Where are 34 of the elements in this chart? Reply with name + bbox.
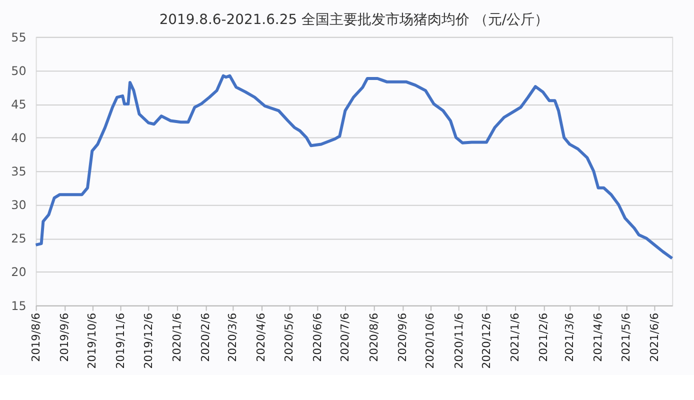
x-tick-label: 2020/2/6 <box>199 312 212 362</box>
y-tick-label: 40 <box>11 131 26 146</box>
y-tick-label: 35 <box>11 164 26 179</box>
chart-title: 2019.8.6-2021.6.25 全国主要批发市场猪肉均价 （元/公斤） <box>159 12 549 28</box>
y-tick-label: 20 <box>11 265 26 280</box>
x-tick-label: 2019/8/6 <box>29 312 42 362</box>
x-tick-label: 2020/11/6 <box>452 312 466 369</box>
x-tick-label: 2020/10/6 <box>424 312 437 369</box>
y-tick-label: 45 <box>11 97 26 112</box>
x-tick-label: 2020/1/6 <box>170 312 184 362</box>
line-series <box>34 74 674 260</box>
x-tick-label: 2021/5/6 <box>619 312 632 362</box>
x-tick-label: 2020/7/6 <box>338 312 352 362</box>
x-tick-label: 2020/9/6 <box>396 312 409 362</box>
x-tick-label: 2019/9/6 <box>58 312 71 362</box>
x-tick-label: 2020/12/6 <box>480 312 493 369</box>
x-tick-label: 2021/3/6 <box>563 312 576 362</box>
x-tick-label: 2021/1/6 <box>508 312 522 362</box>
x-tick-label: 2019/10/6 <box>86 312 99 369</box>
x-tick-label: 2020/6/6 <box>310 312 324 362</box>
x-tick-label: 2019/12/6 <box>142 312 155 369</box>
y-tick-label: 50 <box>11 64 26 78</box>
y-tick-label: 55 <box>11 30 26 44</box>
x-tick-label: 2020/5/6 <box>282 312 296 362</box>
y-tick-label: 30 <box>11 198 26 212</box>
y-tick-label: 25 <box>11 232 26 246</box>
x-tick-label: 2019/11/6 <box>114 312 128 369</box>
x-tick-label: 2021/2/6 <box>537 312 550 362</box>
y-tick-label: 15 <box>11 298 26 313</box>
x-tick-label: 2020/4/6 <box>254 312 268 362</box>
x-tick-label: 2021/4/6 <box>592 312 605 362</box>
x-tick-label: 2021/6/6 <box>648 312 662 362</box>
x-tick-label: 2020/8/6 <box>367 312 380 362</box>
x-tick-label: 2020/3/6 <box>226 312 239 362</box>
